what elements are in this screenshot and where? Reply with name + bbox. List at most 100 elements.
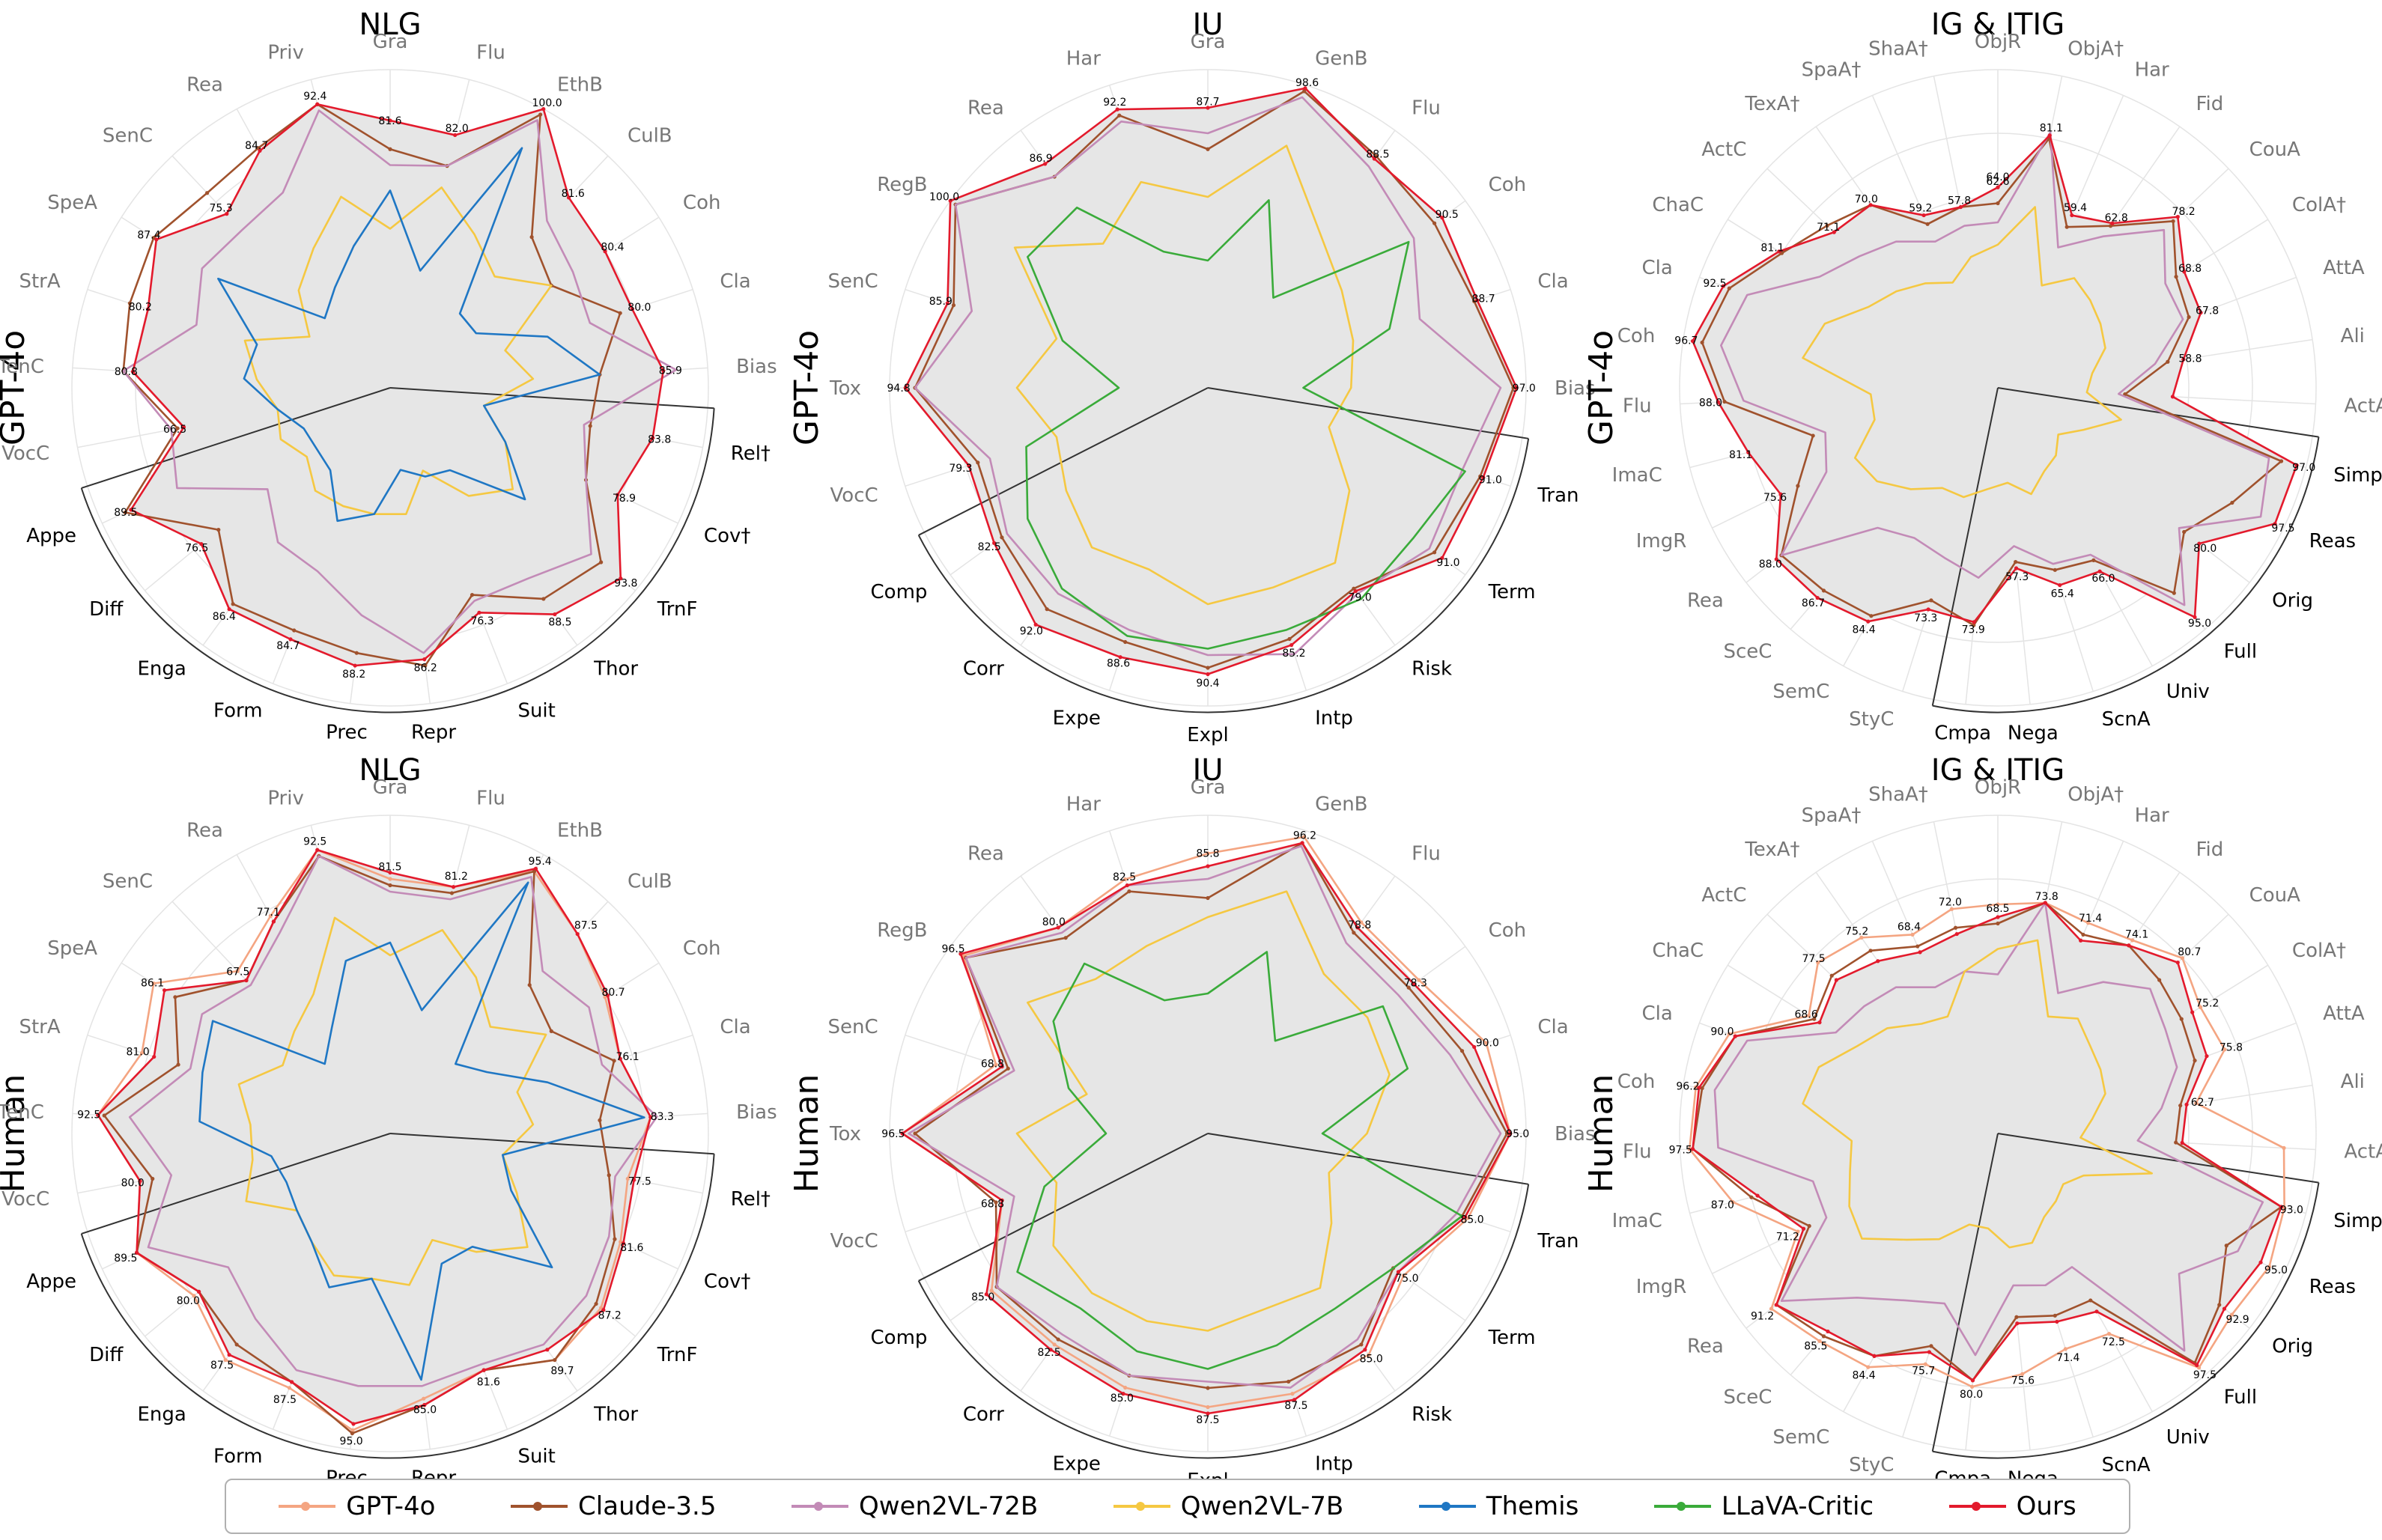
value-label: 84.4 bbox=[1852, 624, 1875, 636]
data-point bbox=[2055, 1319, 2059, 1324]
shaded-region bbox=[130, 104, 663, 666]
axis-label: VocC bbox=[1, 1188, 49, 1211]
data-point bbox=[2282, 1205, 2287, 1210]
data-point bbox=[235, 969, 240, 973]
value-label: 80.0 bbox=[121, 1178, 145, 1190]
axis-label: Cmpa bbox=[1934, 722, 1991, 745]
data-point bbox=[527, 983, 532, 987]
axis-label: Har bbox=[1066, 794, 1101, 816]
sector-line bbox=[81, 387, 391, 489]
data-point bbox=[1972, 620, 1976, 624]
axis-label: ImgR bbox=[1636, 1276, 1687, 1298]
value-label: 78.2 bbox=[2172, 206, 2196, 218]
axis-label: Flu bbox=[1412, 842, 1441, 865]
data-point bbox=[129, 508, 133, 512]
data-point bbox=[1363, 1348, 1367, 1352]
value-label: 80.0 bbox=[2193, 543, 2217, 555]
value-label: 68.8 bbox=[2178, 263, 2202, 275]
data-point bbox=[1801, 1226, 1806, 1231]
data-point bbox=[1970, 1384, 1975, 1389]
data-point bbox=[538, 112, 543, 117]
data-point bbox=[545, 1348, 550, 1352]
axis-label: Simp bbox=[2333, 1210, 2382, 1232]
value-label: 92.5 bbox=[1703, 278, 1726, 290]
data-point bbox=[1866, 1365, 1871, 1369]
value-label: 90.4 bbox=[1196, 678, 1219, 690]
data-point bbox=[1121, 1392, 1125, 1396]
value-label: 97.0 bbox=[1513, 383, 1536, 395]
axis-label: StyC bbox=[1849, 1454, 1894, 1476]
value-label: 100.0 bbox=[532, 97, 562, 109]
data-point bbox=[1000, 535, 1004, 540]
value-label: 82.0 bbox=[446, 123, 469, 135]
data-point bbox=[1910, 932, 1915, 937]
data-point bbox=[2273, 521, 2277, 526]
value-label: 85.0 bbox=[1111, 1393, 1134, 1404]
axis-label: ObjA† bbox=[2067, 37, 2124, 60]
data-point bbox=[1996, 201, 2000, 206]
value-label: 100.0 bbox=[929, 191, 959, 203]
sector-line bbox=[1931, 387, 1999, 706]
value-label: 91.0 bbox=[1479, 475, 1502, 487]
axis-label: ActA† bbox=[2344, 395, 2382, 417]
data-point bbox=[271, 919, 276, 924]
value-label: 58.8 bbox=[2178, 353, 2202, 365]
data-point bbox=[388, 147, 392, 151]
data-point bbox=[139, 1050, 145, 1055]
value-label: 80.4 bbox=[601, 242, 624, 254]
axis-label: Thor bbox=[593, 1404, 638, 1426]
data-point bbox=[223, 1357, 228, 1363]
data-point bbox=[1206, 147, 1210, 151]
data-point bbox=[1769, 1306, 1774, 1311]
data-point bbox=[225, 212, 229, 216]
value-label: 89.5 bbox=[114, 1253, 137, 1264]
data-point bbox=[616, 493, 620, 497]
value-label: 80.0 bbox=[1960, 1389, 1983, 1401]
data-point bbox=[2182, 270, 2187, 274]
value-label: 62.8 bbox=[2105, 213, 2128, 225]
axis-label: TexA† bbox=[1744, 839, 1799, 861]
sector-arc bbox=[917, 1184, 1530, 1459]
data-point bbox=[1367, 1353, 1371, 1357]
axis-label: Suit bbox=[517, 1445, 555, 1467]
axis-label: Gra bbox=[1191, 776, 1226, 799]
sector-line bbox=[1997, 387, 2319, 438]
data-point bbox=[1033, 622, 1038, 627]
data-point bbox=[1915, 944, 1920, 949]
value-label: 68.8 bbox=[981, 1198, 1004, 1210]
data-point bbox=[388, 870, 392, 875]
data-point bbox=[1401, 1273, 1406, 1278]
data-point bbox=[350, 1428, 355, 1432]
data-point bbox=[1727, 286, 1731, 290]
axis-label: Rea bbox=[186, 819, 223, 841]
axis-label: SemC bbox=[1772, 681, 1829, 703]
axis-label: Expe bbox=[1053, 1452, 1101, 1475]
shaded-region bbox=[1692, 135, 2297, 622]
data-point bbox=[2199, 311, 2203, 315]
value-label: 81.6 bbox=[477, 1377, 500, 1389]
axis-label: RegB bbox=[877, 919, 927, 942]
data-point bbox=[1056, 925, 1060, 930]
data-point bbox=[2174, 275, 2178, 279]
axis-label: GenB bbox=[1315, 794, 1367, 816]
value-label: 87.5 bbox=[1284, 1400, 1307, 1412]
value-label: 75.6 bbox=[1763, 492, 1787, 504]
axis-label: Har bbox=[2135, 805, 2169, 827]
data-point bbox=[1733, 1034, 1737, 1038]
axis-label: Cla bbox=[720, 1016, 750, 1038]
data-point bbox=[1921, 213, 1926, 218]
legend-swatch bbox=[1948, 1502, 2006, 1511]
data-point bbox=[1475, 298, 1480, 302]
data-point bbox=[351, 1422, 356, 1426]
legend-label: Qwen2VL-72B bbox=[859, 1491, 1039, 1521]
value-label: 81.1 bbox=[1760, 242, 1784, 254]
data-point bbox=[994, 1062, 998, 1067]
legend-item: Themis bbox=[1418, 1491, 1579, 1521]
axis-label: Gra bbox=[1191, 31, 1226, 53]
axis-label: Priv bbox=[267, 788, 304, 810]
data-point bbox=[192, 1294, 196, 1298]
value-label: 87.5 bbox=[273, 1394, 297, 1406]
data-point bbox=[2223, 1047, 2227, 1052]
data-point bbox=[1694, 1085, 1698, 1089]
data-point bbox=[453, 133, 458, 138]
